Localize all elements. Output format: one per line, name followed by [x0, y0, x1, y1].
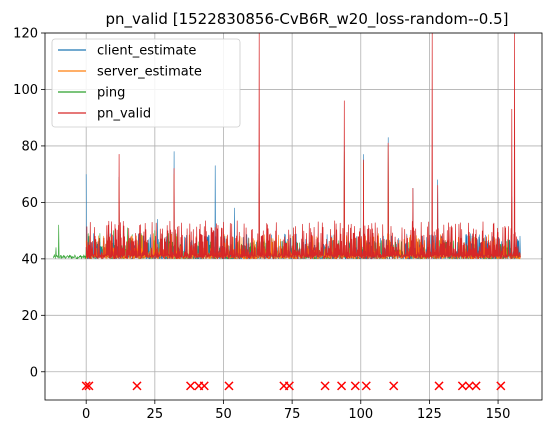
x-tick-label: 100 — [348, 407, 373, 422]
x-tick-label: 50 — [215, 407, 232, 422]
loss-marker — [284, 381, 294, 391]
chart-title: pn_valid [1522830856-CvB6R_w20_loss-rand… — [106, 10, 509, 29]
y-tick-label: 120 — [13, 27, 38, 42]
y-tick-label: 20 — [21, 309, 38, 324]
loss-marker — [84, 381, 94, 391]
loss-marker — [361, 381, 371, 391]
y-tick-label: 60 — [21, 196, 38, 211]
loss-markers — [81, 381, 506, 391]
x-tick-label: 75 — [284, 407, 301, 422]
loss-marker — [434, 381, 444, 391]
loss-marker — [337, 381, 347, 391]
plot-frame — [44, 32, 543, 401]
loss-marker — [199, 381, 209, 391]
plot-area — [52, 33, 521, 391]
x-tick-label: 150 — [486, 407, 511, 422]
loss-marker — [457, 381, 467, 391]
loss-marker — [496, 381, 506, 391]
x-tick-label: 125 — [417, 407, 442, 422]
loss-marker — [224, 381, 234, 391]
y-tick-label: 40 — [21, 252, 38, 267]
series-layer — [52, 33, 521, 260]
x-tick-label: 25 — [147, 407, 164, 422]
series-line-pn-valid — [85, 33, 521, 260]
loss-marker — [389, 381, 399, 391]
legend-box — [51, 38, 241, 128]
y-tick-label: 100 — [13, 83, 38, 98]
y-tick-label: 80 — [21, 139, 38, 154]
x-axis: 0 25 50 75 100 125 150 — [82, 400, 510, 422]
legend-label: ping — [97, 86, 125, 101]
loss-marker — [320, 381, 330, 391]
loss-marker — [186, 381, 196, 391]
y-tick-label: 0 — [30, 365, 38, 380]
loss-marker — [132, 381, 142, 391]
y-axis: 0 20 40 60 80 100 120 — [13, 27, 45, 380]
loss-marker — [464, 381, 474, 391]
legend-label: pn_valid — [97, 107, 151, 122]
loss-marker — [471, 381, 481, 391]
loss-marker — [81, 381, 91, 391]
x-tick-label: 0 — [82, 407, 90, 422]
legend-label: client_estimate — [97, 44, 196, 59]
loss-marker — [350, 381, 360, 391]
legend-label: server_estimate — [97, 65, 202, 80]
